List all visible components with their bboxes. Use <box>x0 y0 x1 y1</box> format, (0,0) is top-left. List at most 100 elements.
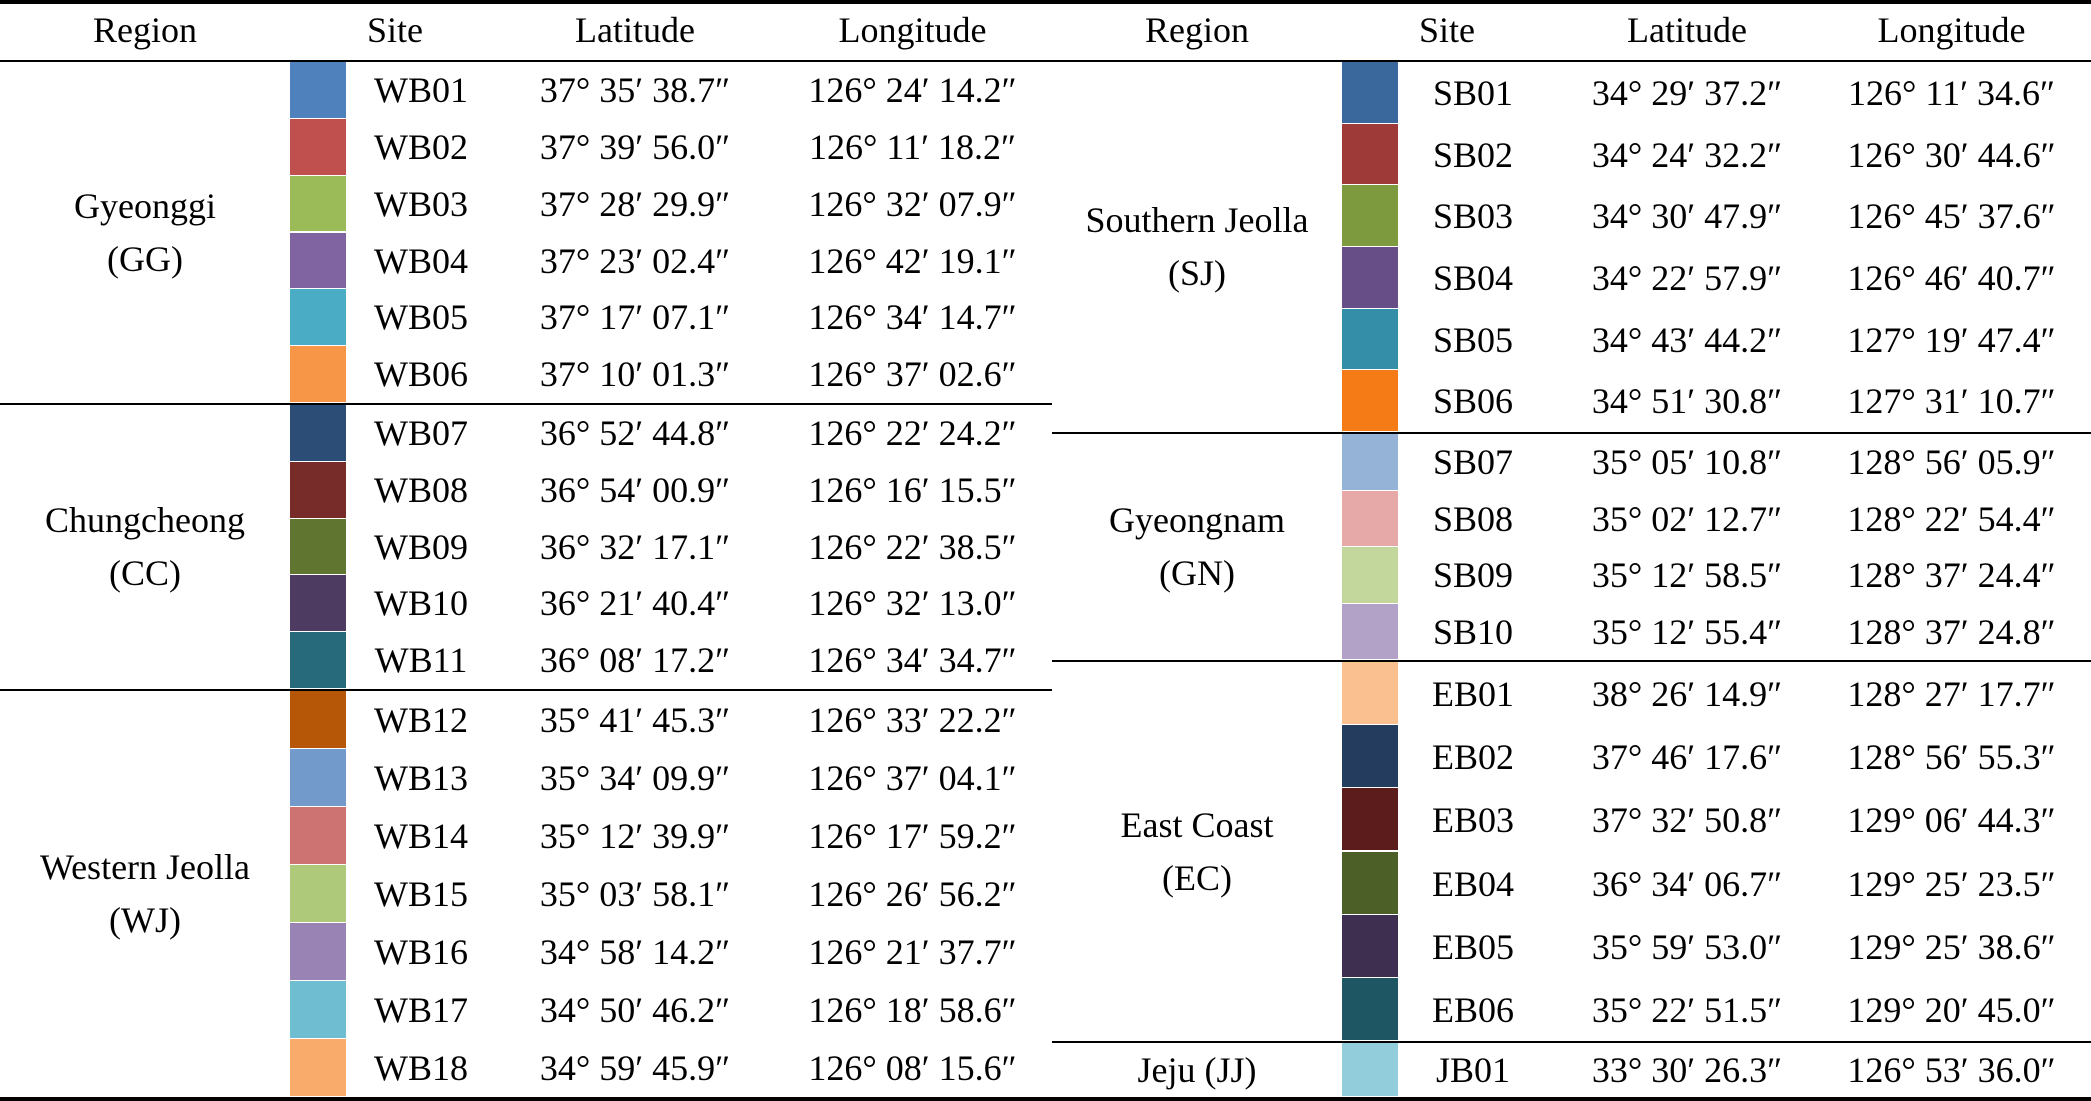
latitude-value: 38° 26′ 14.9″ <box>1591 674 1783 714</box>
site-id: WB16 <box>374 932 468 972</box>
latitude-value: 35° 03′ 58.1″ <box>539 874 731 914</box>
header-longitude: Longitude <box>1877 10 2026 50</box>
region-name: Southern Jeolla <box>1085 200 1309 240</box>
latitude-value: 35° 12′ 39.9″ <box>539 816 731 856</box>
header-region: Region <box>1145 10 1249 50</box>
longitude-value: 126° 33′ 22.2″ <box>808 700 1017 740</box>
longitude-value: 126° 53′ 36.0″ <box>1847 1050 2056 1090</box>
longitude-value: 126° 32′ 07.9″ <box>808 183 1017 224</box>
table-row: SB01 34° 29′ 37.2″ 126° 11′ 34.6″ <box>1052 62 2091 124</box>
longitude-value: 128° 56′ 05.9″ <box>1847 442 2056 482</box>
table-row: WB03 37° 28′ 29.9″ 126° 32′ 07.9″ <box>0 175 1052 233</box>
site-id: SB04 <box>1432 258 1514 298</box>
region-label: Southern Jeolla (SJ) <box>1052 194 1342 300</box>
latitude-value: 35° 12′ 58.5″ <box>1591 555 1783 595</box>
header-latitude: Latitude <box>1627 10 1747 50</box>
color-swatch <box>290 232 346 289</box>
latitude-value: 37° 23′ 02.4″ <box>539 240 731 281</box>
longitude-value: 126° 37′ 02.6″ <box>808 354 1017 395</box>
longitude-value: 126° 34′ 34.7″ <box>808 640 1017 681</box>
color-swatch <box>290 575 346 632</box>
color-swatch <box>290 749 346 806</box>
color-swatch <box>290 923 346 980</box>
site-id: WB17 <box>374 990 468 1030</box>
header-longitude: Longitude <box>838 10 987 50</box>
site-id: EB02 <box>1431 737 1514 778</box>
table-row: WB05 37° 17′ 07.1″ 126° 34′ 14.7″ <box>0 289 1052 346</box>
site-id: WB02 <box>374 126 468 167</box>
right-header-row: Region Site Latitude Longitude <box>1052 0 2091 60</box>
color-swatch <box>290 175 346 232</box>
latitude-value: 34° 50′ 46.2″ <box>539 990 731 1030</box>
region-name: Jeju (JJ) <box>1137 1050 1257 1090</box>
table-row: WB14 35° 12′ 39.9″ 126° 17′ 59.2″ <box>0 807 1052 865</box>
longitude-value: 126° 46′ 40.7″ <box>1847 258 2056 298</box>
table-row: SB10 35° 12′ 55.4″ 128° 37′ 24.8″ <box>1052 603 2091 661</box>
region-group-gyeongnam: Gyeongnam (GN) SB07 35° 05′ 10.8″ 128° 56′ 0… <box>1052 434 2091 660</box>
region-code: (WJ) <box>109 900 181 940</box>
latitude-value: 34° 29′ 37.2″ <box>1591 73 1783 113</box>
table-top-rule <box>0 0 2091 4</box>
region-group-east-coast: East Coast (EC) EB01 38° 26′ 14.9″ 128° 27′ … <box>1052 662 2091 1041</box>
latitude-value: 34° 30′ 47.9″ <box>1591 196 1783 237</box>
table-row: EB04 36° 34′ 06.7″ 129° 25′ 23.5″ <box>1052 851 2091 915</box>
site-id: WB12 <box>374 700 468 740</box>
latitude-value: 34° 22′ 57.9″ <box>1591 258 1783 298</box>
site-id: SB10 <box>1432 611 1514 652</box>
latitude-value: 36° 21′ 40.4″ <box>539 583 731 624</box>
table-row: SB04 34° 22′ 57.9″ 126° 46′ 40.7″ <box>1052 247 2091 309</box>
latitude-value: 36° 54′ 00.9″ <box>539 469 731 510</box>
longitude-value: 126° 26′ 56.2″ <box>808 874 1017 914</box>
longitude-value: 126° 37′ 04.1″ <box>808 758 1017 798</box>
left-group-rule-gg-cc <box>0 403 1052 405</box>
table-row: WB16 34° 58′ 14.2″ 126° 21′ 37.7″ <box>0 923 1052 981</box>
table-row: WB09 36° 32′ 17.1″ 126° 22′ 38.5″ <box>0 518 1052 576</box>
longitude-value: 129° 25′ 38.6″ <box>1847 926 2056 967</box>
table-row: WB15 35° 03′ 58.1″ 126° 26′ 56.2″ <box>0 865 1052 923</box>
color-swatch <box>1342 547 1398 603</box>
site-id: WB14 <box>374 816 468 856</box>
site-id: WB08 <box>374 469 468 510</box>
color-swatch <box>290 461 346 518</box>
color-swatch <box>1342 434 1398 490</box>
region-group-southern-jeolla: Southern Jeolla (SJ) SB01 34° 29′ 37.2″ 126°… <box>1052 62 2091 432</box>
site-id: SB03 <box>1432 196 1514 237</box>
header-latitude: Latitude <box>575 10 695 50</box>
color-swatch <box>290 807 346 864</box>
color-swatch <box>1342 788 1398 851</box>
region-label: Jeju (JJ) <box>1052 1044 1342 1097</box>
table-row: SB08 35° 02′ 12.7″ 128° 22′ 54.4″ <box>1052 490 2091 548</box>
site-id: SB09 <box>1432 555 1514 595</box>
site-id: WB01 <box>374 70 468 110</box>
table-row: WB07 36° 52′ 44.8″ 126° 22′ 24.2″ <box>0 405 1052 462</box>
region-label: Western Jeolla (WJ) <box>0 841 290 947</box>
longitude-value: 128° 27′ 17.7″ <box>1847 674 2056 714</box>
color-swatch <box>1342 247 1398 308</box>
latitude-value: 37° 28′ 29.9″ <box>539 183 731 224</box>
longitude-value: 126° 22′ 24.2″ <box>808 413 1017 453</box>
site-id: SB05 <box>1432 319 1514 360</box>
color-swatch <box>1342 123 1398 185</box>
site-id: SB01 <box>1432 73 1514 113</box>
color-swatch <box>1342 308 1398 370</box>
color-swatch <box>290 118 346 175</box>
latitude-value: 34° 24′ 32.2″ <box>1591 134 1783 175</box>
latitude-value: 35° 59′ 53.0″ <box>1591 926 1783 967</box>
region-name: East Coast <box>1120 805 1274 845</box>
site-id: WB06 <box>374 354 468 395</box>
color-swatch <box>1342 851 1398 914</box>
table-row: WB06 37° 10′ 01.3″ 126° 37′ 02.6″ <box>0 346 1052 403</box>
site-id: SB06 <box>1432 381 1514 422</box>
table-row: SB06 34° 51′ 30.8″ 127° 31′ 10.7″ <box>1052 370 2091 432</box>
longitude-value: 129° 06′ 44.3″ <box>1847 800 2056 841</box>
longitude-value: 126° 34′ 14.7″ <box>808 297 1017 338</box>
longitude-value: 126° 22′ 38.5″ <box>808 526 1017 567</box>
region-code: (GN) <box>1159 553 1235 593</box>
latitude-value: 37° 46′ 17.6″ <box>1591 737 1783 778</box>
latitude-value: 33° 30′ 26.3″ <box>1591 1050 1783 1090</box>
latitude-value: 37° 10′ 01.3″ <box>539 354 731 395</box>
site-id: EB03 <box>1431 800 1514 841</box>
site-id: WB04 <box>374 240 468 281</box>
right-header-rule <box>1052 60 2091 62</box>
